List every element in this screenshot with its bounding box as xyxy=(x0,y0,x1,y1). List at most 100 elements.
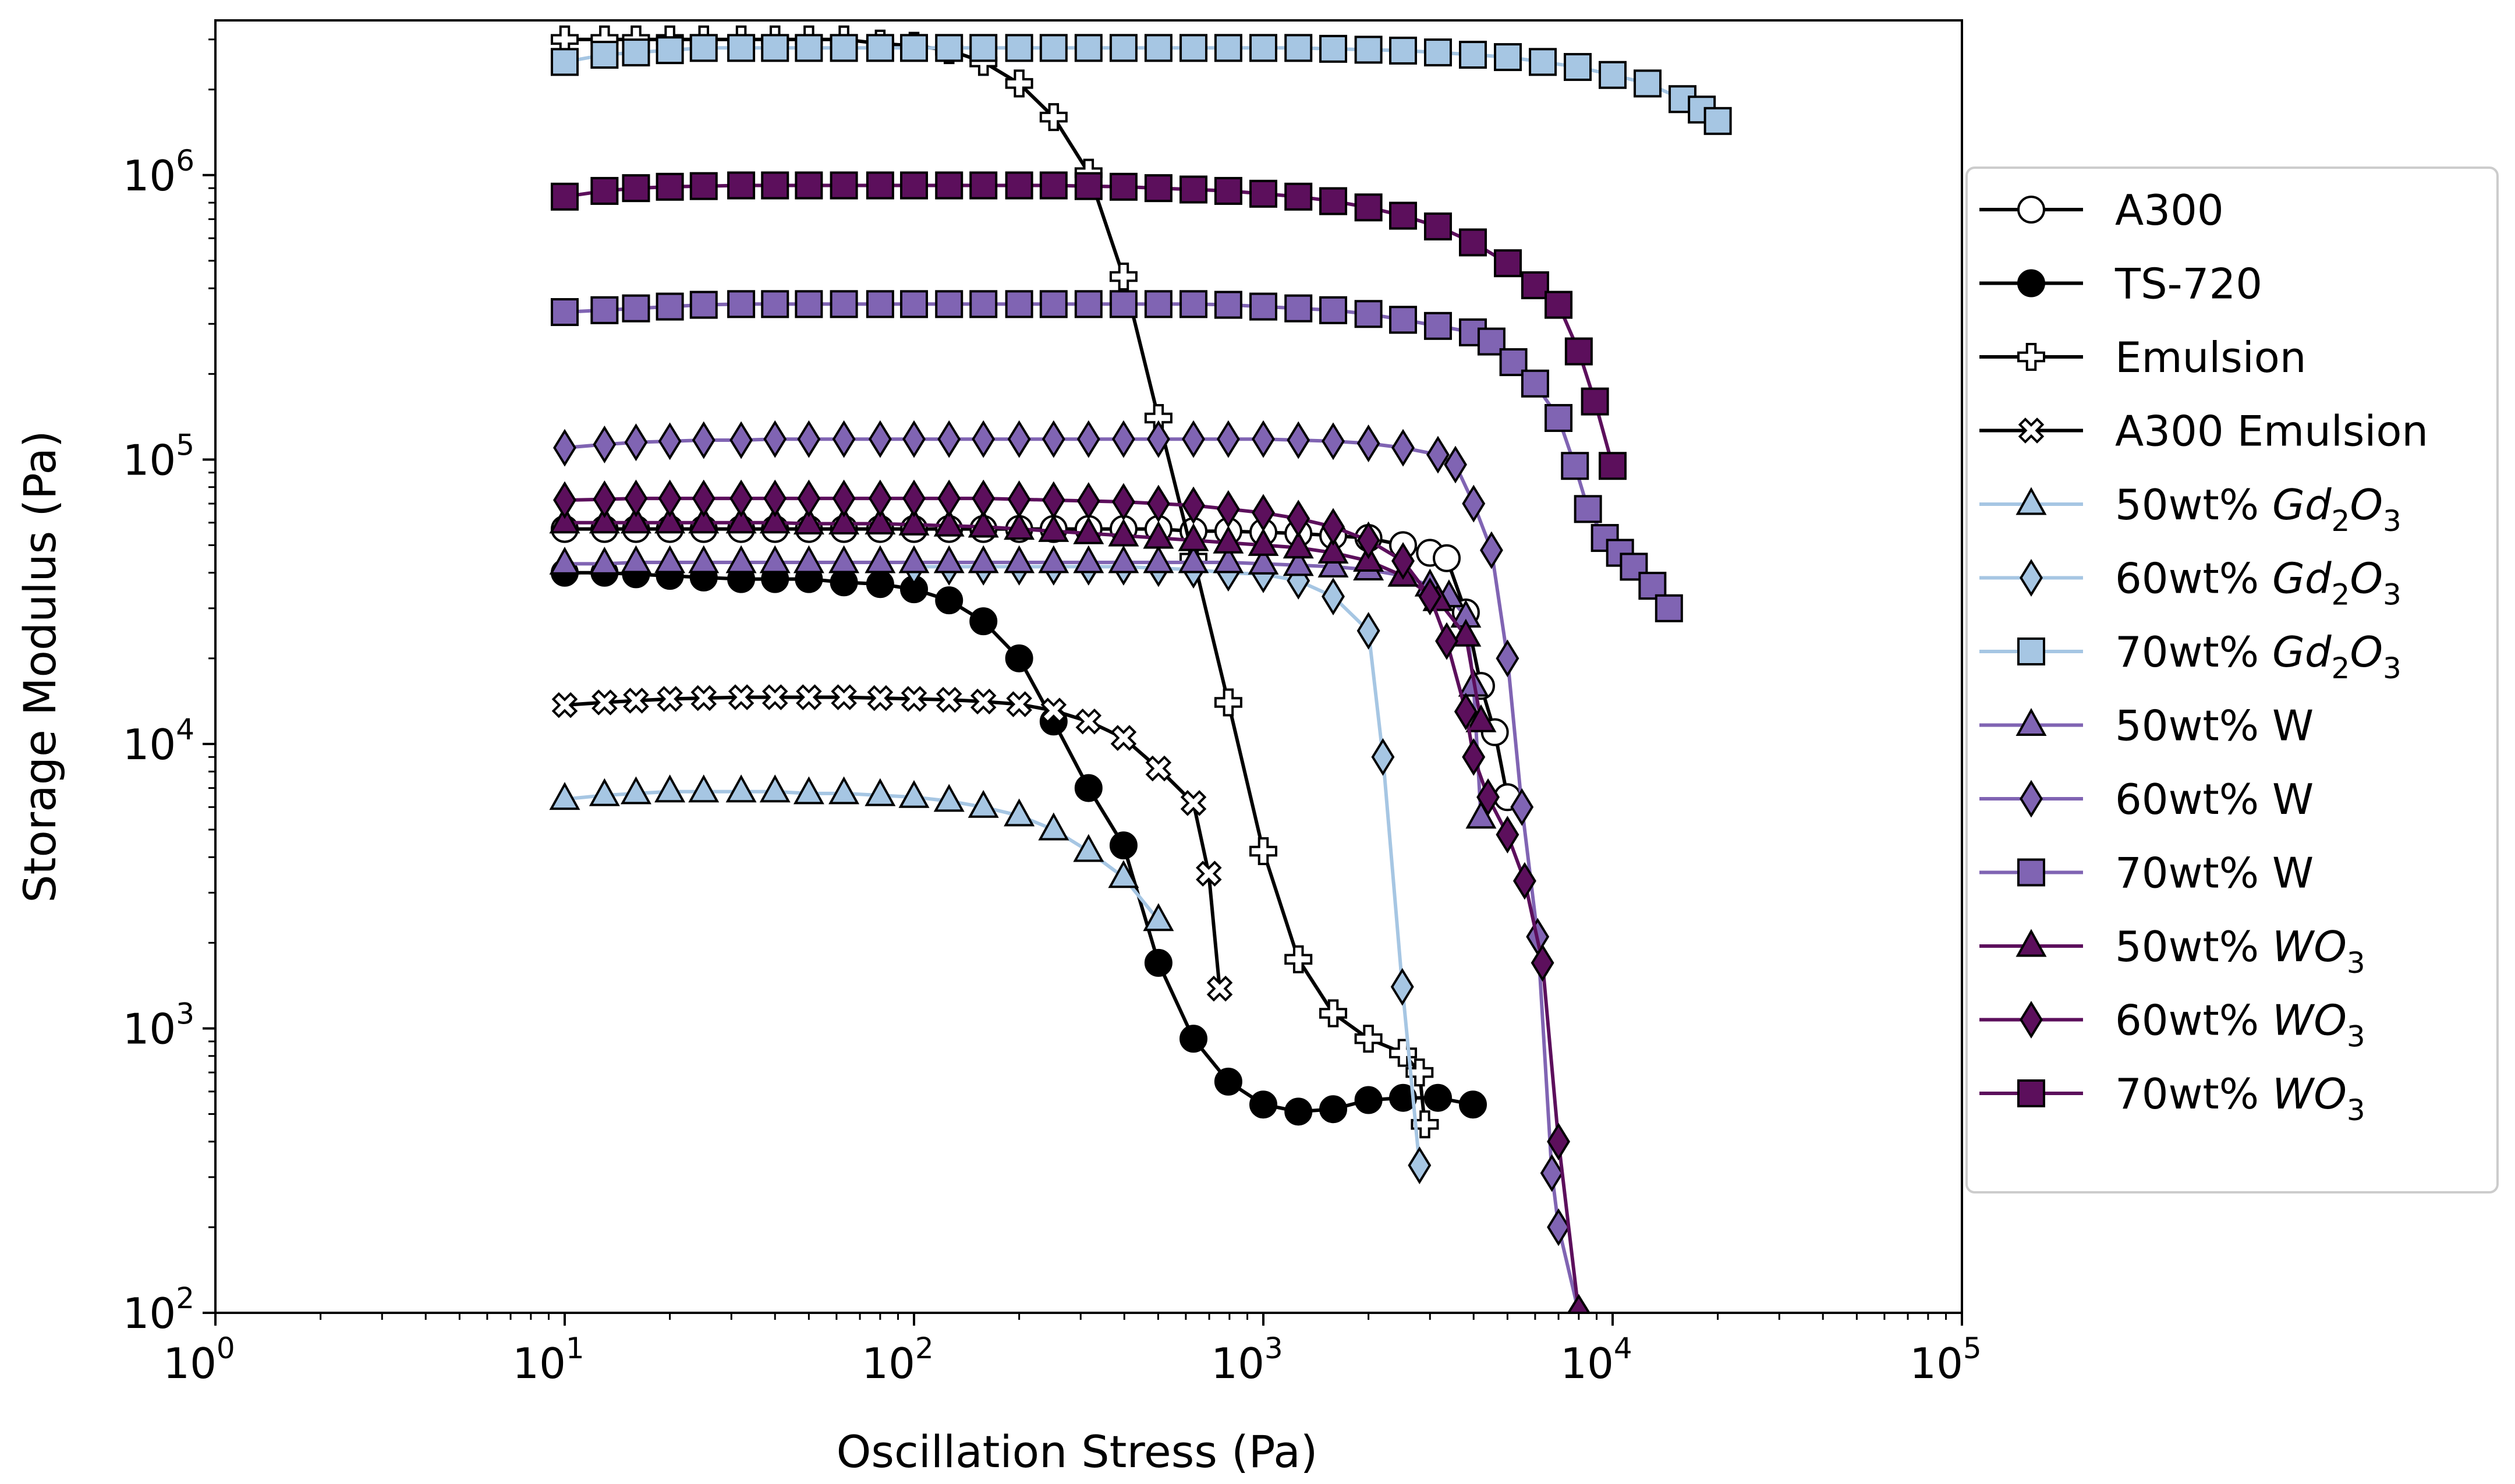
data-point xyxy=(1178,523,1209,551)
data-point xyxy=(1322,508,1345,546)
data-point xyxy=(1005,34,1033,62)
data-point xyxy=(1426,435,1450,474)
data-point xyxy=(1182,420,1205,458)
data-point xyxy=(968,789,999,818)
data-point xyxy=(1389,1083,1418,1112)
data-point xyxy=(1040,697,1067,724)
data-point xyxy=(1007,420,1031,458)
legend-entry: 50wt% W xyxy=(1979,702,2314,750)
data-point xyxy=(1214,34,1242,62)
data-point xyxy=(729,479,753,518)
data-point xyxy=(1252,494,1275,532)
data-point xyxy=(590,296,619,324)
data-point xyxy=(591,689,618,716)
data-point xyxy=(1179,1025,1208,1053)
data-point xyxy=(620,776,651,805)
data-point xyxy=(1145,755,1172,782)
data-point xyxy=(657,686,683,712)
legend-marker xyxy=(2020,559,2043,597)
data-point xyxy=(624,479,648,518)
data-point xyxy=(759,774,791,803)
data-point xyxy=(1249,837,1277,865)
data-point xyxy=(795,290,823,318)
data-point xyxy=(1563,53,1592,82)
data-point xyxy=(1075,708,1102,735)
legend-label: Emulsion xyxy=(2115,333,2306,382)
data-point xyxy=(797,420,821,458)
data-point xyxy=(727,290,756,318)
legend-label: TS-720 xyxy=(2114,260,2262,309)
data-point xyxy=(727,34,756,62)
data-point xyxy=(968,545,999,573)
data-point xyxy=(590,176,619,205)
series-line xyxy=(565,520,1483,722)
data-point xyxy=(1005,171,1033,200)
data-point xyxy=(1007,480,1031,519)
data-point xyxy=(658,479,682,518)
data-point xyxy=(1391,542,1415,580)
data-point xyxy=(1144,290,1173,318)
data-point xyxy=(1109,290,1138,318)
data-point xyxy=(1074,774,1103,802)
data-point xyxy=(1074,172,1103,200)
data-point xyxy=(1319,34,1348,63)
data-point xyxy=(898,545,930,573)
data-point xyxy=(656,172,684,201)
legend-marker xyxy=(2015,487,2047,515)
data-point xyxy=(688,545,720,573)
data-point xyxy=(1547,1208,1571,1246)
data-point xyxy=(865,507,896,535)
data-point xyxy=(898,507,930,536)
legend-label: 50wt% Gd2O3 xyxy=(2115,480,2401,538)
legend-marker xyxy=(2017,637,2045,665)
data-point xyxy=(828,776,860,805)
data-point xyxy=(1110,725,1137,751)
data-point xyxy=(933,545,965,573)
data-point xyxy=(1111,420,1135,458)
data-point xyxy=(589,546,620,575)
data-point xyxy=(1249,34,1277,62)
legend-label: 50wt% WO3 xyxy=(2115,922,2365,980)
data-point xyxy=(1494,249,1522,278)
data-point xyxy=(1144,948,1173,977)
data-point xyxy=(1249,1090,1277,1119)
data-point xyxy=(866,34,894,62)
legend-label: 60wt% Gd2O3 xyxy=(2115,554,2401,612)
data-point xyxy=(1423,1083,1452,1112)
data-point xyxy=(831,684,857,710)
data-point xyxy=(935,171,964,200)
data-point xyxy=(1389,36,1418,65)
data-point xyxy=(1109,34,1138,62)
legend-marker xyxy=(2017,858,2045,887)
data-point xyxy=(1074,290,1103,318)
data-point xyxy=(937,420,961,458)
data-point xyxy=(1435,622,1458,660)
legend: A300 TS-720 Emulsion A300 Emulsion 50wt% Gd2… xyxy=(1965,167,2499,1193)
data-point xyxy=(1180,790,1207,816)
data-point xyxy=(620,505,651,534)
legend-frame xyxy=(1965,167,2499,1193)
data-point xyxy=(866,290,894,318)
data-point xyxy=(1391,428,1415,467)
data-point xyxy=(589,505,620,534)
legend-entry: TS-720 xyxy=(1979,260,2262,309)
data-point xyxy=(1564,337,1593,366)
data-point xyxy=(688,774,720,803)
data-point xyxy=(828,545,860,573)
data-point xyxy=(1074,34,1103,62)
data-point xyxy=(1284,182,1313,211)
x-tick-label: 104 xyxy=(1560,1331,1632,1388)
data-point xyxy=(969,607,998,636)
data-point xyxy=(1356,521,1380,559)
data-point xyxy=(968,509,999,538)
legend-label: 50wt% W xyxy=(2115,702,2314,750)
data-point xyxy=(1076,420,1100,458)
data-point xyxy=(1521,271,1549,299)
data-point xyxy=(793,545,824,573)
data-point xyxy=(763,420,787,458)
data-point xyxy=(1073,516,1104,544)
x-tick-label: 100 xyxy=(163,1331,235,1388)
data-point xyxy=(1465,704,1497,732)
data-point xyxy=(1454,692,1478,731)
legend-marker xyxy=(2015,929,2047,957)
